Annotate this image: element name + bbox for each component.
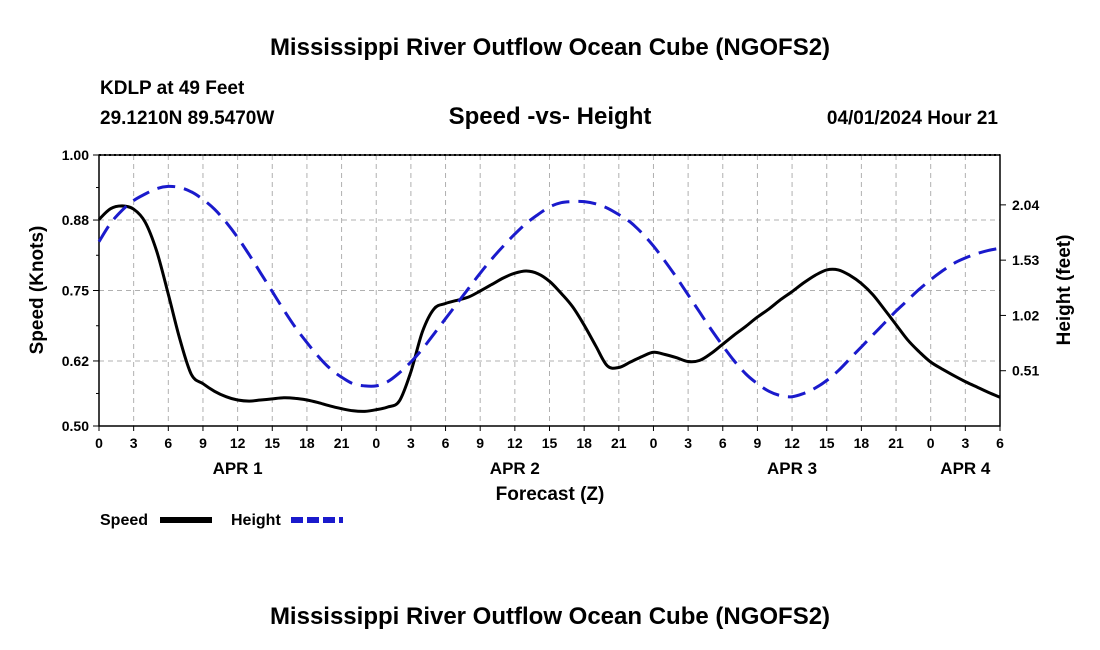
legend: Speed Height <box>100 512 343 529</box>
day-label: APR 1 <box>213 459 263 478</box>
x-tick-label: 15 <box>819 435 835 451</box>
x-tick-label: 15 <box>542 435 558 451</box>
x-tick-label: 0 <box>95 435 103 451</box>
x-tick-label: 21 <box>611 435 627 451</box>
y-right-tick-label: 0.51 <box>1012 363 1039 379</box>
chart-title: Mississippi River Outflow Ocean Cube (NG… <box>270 34 830 61</box>
y-axis-label-left: Speed (Knots) <box>27 226 48 355</box>
y-axis-label-right: Height (feet) <box>1054 235 1075 346</box>
x-tick-label: 6 <box>442 435 450 451</box>
x-tick-label: 9 <box>476 435 484 451</box>
axis-ticks: 0 3 6 9 12 15 18 21 0 3 6 9 12 15 18 21 0 3 6 9 12 15 18 21 0 3 6 0… <box>62 147 1040 478</box>
grid-lines <box>99 155 1000 426</box>
x-tick-label: 18 <box>854 435 870 451</box>
y-left-tick-label: 0.88 <box>62 212 89 228</box>
legend-speed-label: Speed <box>100 512 148 529</box>
x-tick-label: 0 <box>927 435 935 451</box>
x-axis-label: Forecast (Z) <box>496 484 605 505</box>
series-line-height <box>97 184 1001 399</box>
series-lines <box>97 184 1001 413</box>
legend-height-label: Height <box>231 512 281 529</box>
x-tick-label: 12 <box>230 435 246 451</box>
x-tick-label: 3 <box>961 435 969 451</box>
y-left-tick-label: 0.62 <box>62 353 89 369</box>
day-label: APR 4 <box>940 459 991 478</box>
footer-title: Mississippi River Outflow Ocean Cube (NG… <box>270 603 830 630</box>
x-tick-label: 0 <box>372 435 380 451</box>
x-tick-label: 3 <box>407 435 415 451</box>
y-left-tick-label: 0.75 <box>62 283 89 299</box>
x-tick-label: 18 <box>299 435 315 451</box>
x-tick-label: 18 <box>576 435 592 451</box>
x-tick-label: 12 <box>784 435 800 451</box>
day-label: APR 2 <box>490 459 540 478</box>
x-tick-label: 3 <box>684 435 692 451</box>
x-tick-label: 6 <box>996 435 1004 451</box>
y-right-tick-label: 2.04 <box>1012 197 1039 213</box>
x-tick-label: 6 <box>719 435 727 451</box>
series-line-speed <box>97 204 1001 413</box>
y-right-tick-label: 1.02 <box>1012 307 1039 323</box>
y-left-tick-label: 1.00 <box>62 147 89 163</box>
station-label: KDLP at 49 Feet <box>100 78 245 99</box>
x-tick-label: 12 <box>507 435 523 451</box>
x-tick-label: 9 <box>754 435 762 451</box>
day-label: APR 3 <box>767 459 817 478</box>
location-label: 29.1210N 89.5470W <box>100 108 274 129</box>
x-tick-label: 0 <box>650 435 658 451</box>
date-label: 04/01/2024 Hour 21 <box>827 108 999 129</box>
y-right-tick-label: 1.53 <box>1012 252 1039 268</box>
x-tick-label: 3 <box>130 435 138 451</box>
x-tick-label: 9 <box>199 435 207 451</box>
x-tick-label: 15 <box>264 435 280 451</box>
y-left-tick-label: 0.50 <box>62 418 89 434</box>
x-tick-label: 21 <box>888 435 904 451</box>
x-tick-label: 21 <box>334 435 350 451</box>
x-tick-label: 6 <box>164 435 172 451</box>
chart-subtitle: Speed -vs- Height <box>449 103 652 130</box>
